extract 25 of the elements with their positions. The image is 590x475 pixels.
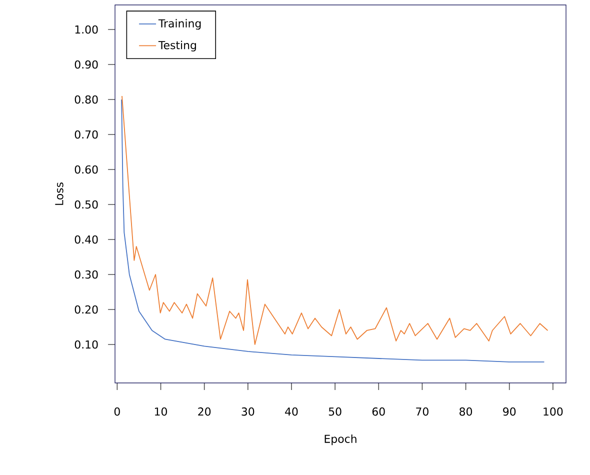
x-tick-label: 100 bbox=[544, 407, 563, 416]
y-tick-label: 0.90 bbox=[74, 60, 98, 69]
x-tick-label: 70 bbox=[416, 407, 428, 416]
y-tick-label: 0.40 bbox=[74, 235, 98, 244]
x-axis-title: Epoch bbox=[324, 434, 356, 446]
y-tick-label: 0.60 bbox=[74, 165, 98, 174]
x-tick-label: 0 bbox=[114, 407, 120, 416]
x-tick-label: 40 bbox=[285, 407, 298, 416]
x-tick-label: 80 bbox=[460, 407, 472, 416]
y-tick-label: 0.80 bbox=[74, 95, 98, 104]
y-tick-label: 0.20 bbox=[74, 305, 98, 314]
x-tick-label: 90 bbox=[503, 407, 516, 416]
x-tick-label: 20 bbox=[198, 407, 211, 416]
y-tick-label: 0.30 bbox=[74, 270, 98, 279]
y-axis-title: Loss bbox=[55, 182, 64, 205]
legend-label: Testing bbox=[158, 40, 196, 52]
x-tick-label: 30 bbox=[242, 407, 254, 416]
legend-label: Training bbox=[158, 19, 201, 30]
y-tick-label: 0.70 bbox=[74, 130, 98, 139]
x-tick-label: 60 bbox=[372, 407, 385, 416]
y-tick-label: 1.00 bbox=[75, 25, 98, 34]
x-tick-label: 50 bbox=[328, 407, 342, 416]
y-tick-label: 0.50 bbox=[74, 200, 98, 209]
x-tick-label: 10 bbox=[154, 407, 167, 416]
y-tick-label: 0.10 bbox=[74, 340, 98, 349]
